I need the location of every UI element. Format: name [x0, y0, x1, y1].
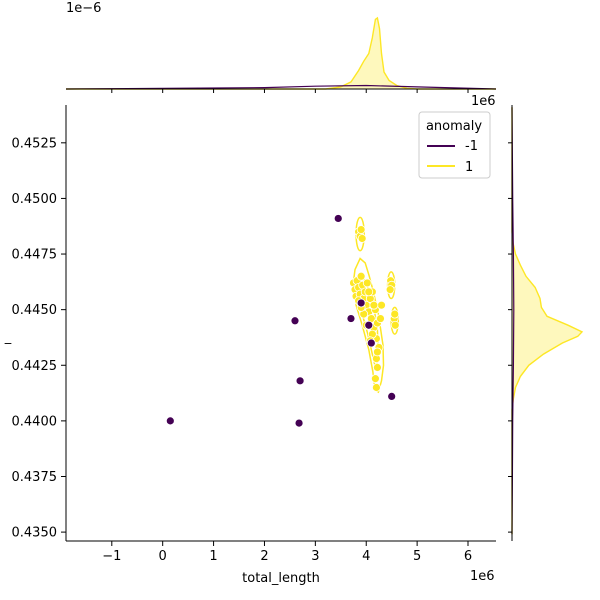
legend-label-negative: -1: [465, 139, 478, 154]
right-marginal-plot: [508, 105, 584, 541]
x-tick-label: 1: [209, 549, 217, 564]
scatter-point-normal: [362, 278, 372, 288]
right-marginal-fill: [512, 107, 582, 535]
x-tick-label: 5: [413, 549, 421, 564]
scatter-point-normal: [385, 285, 395, 295]
scatter-point-normal: [373, 347, 382, 357]
top-marginal-fill: [66, 18, 496, 89]
scatter-point-anomaly: [387, 392, 397, 401]
scatter-point-normal: [373, 363, 382, 372]
right-offset-text: 1e6: [471, 94, 496, 109]
y-tick-label: 0.4525: [12, 136, 58, 151]
x-tick-label: 4: [362, 549, 370, 564]
x-offset-text: 1e6: [470, 569, 495, 584]
scatter-point-normal: [390, 309, 400, 319]
y-tick-label: 0.4375: [12, 470, 58, 485]
scatter-point-normal: [390, 320, 400, 330]
x-tick-label: −1: [102, 549, 121, 564]
scatter-point-normal: [372, 383, 381, 392]
scatter-point-anomaly: [346, 314, 356, 323]
x-axis-label: total_length: [242, 571, 320, 586]
top-marginal-outlier-curve: [65, 84, 497, 90]
main-scatter-plot: [165, 214, 400, 428]
legend-label-positive: 1: [465, 160, 473, 175]
legend: anomaly -1 1: [418, 111, 491, 179]
legend-title: anomaly: [426, 119, 482, 134]
top-offset-text: 1e−6: [66, 1, 101, 16]
scatter-point-anomaly: [290, 316, 300, 326]
scatter-point-anomaly: [333, 214, 343, 223]
scatter-point-anomaly: [165, 416, 175, 426]
scatter-point-normal: [369, 300, 379, 310]
y-tick-label: 0.4400: [12, 414, 58, 429]
y-tick-label: 0.4425: [12, 359, 58, 374]
scatter-point-anomaly: [366, 338, 376, 348]
scatter-point-normal: [356, 271, 366, 281]
y-tick-label: 0.4475: [12, 248, 58, 263]
x-tick-label: 3: [311, 549, 319, 564]
x-tick-label: 6: [464, 549, 472, 564]
right-marginal-curve: [511, 107, 584, 535]
scatter-point-normal: [357, 234, 367, 243]
axes: −1 0 1 2 3 4 5 6 0.4350 0.4375 0.4400 0.4425 0.4450 0…: [12, 105, 496, 564]
y-axis-label: _: [4, 330, 12, 345]
scatter-point-anomaly: [364, 320, 374, 330]
y-tick-label: 0.4350: [12, 526, 58, 541]
y-tick-label: 0.4500: [12, 192, 58, 207]
scatter-point-anomaly: [295, 376, 305, 386]
y-tick-label: 0.4450: [12, 303, 58, 318]
scatter-point-anomaly: [356, 298, 366, 308]
top-marginal-plot: [65, 16, 497, 93]
x-tick-label: 2: [260, 549, 268, 564]
scatter-point-normal: [370, 374, 380, 384]
top-marginal-curve: [66, 16, 496, 90]
scatter-point-anomaly: [294, 418, 304, 428]
scatter-point-normal: [377, 300, 386, 310]
scatter-point-normal: [376, 314, 385, 323]
x-tick-label: 0: [159, 549, 167, 564]
scatter-point-normal: [364, 287, 374, 297]
scatter-point-normal: [356, 225, 366, 234]
